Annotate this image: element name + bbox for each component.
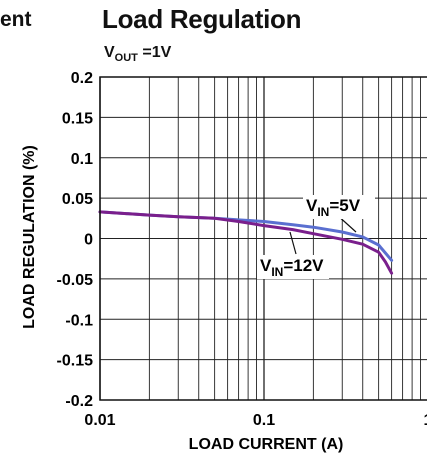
subtitle-base: V <box>104 44 115 61</box>
y-tick-label: 0.2 <box>71 70 93 87</box>
annotation-vin-5v: VIN=5V <box>306 196 361 219</box>
chart-title: Load Regulation <box>102 4 302 34</box>
x-tick-label: 0.01 <box>84 412 115 429</box>
series-line-vin-5v <box>98 210 394 262</box>
tick-labels: 0.2 0.15 0.1 0.05 0 -0.05 -0.1 -0.15 -0.2 0.01 0.1… <box>57 70 427 429</box>
y-tick-label: 0.15 <box>62 110 93 127</box>
y-tick-label: -0.2 <box>65 393 93 410</box>
chart-subtitle: VOUT =1V <box>104 44 171 64</box>
y-tick-label: -0.05 <box>57 272 94 289</box>
left-fragment-text: ent <box>0 8 32 31</box>
annotation-background <box>257 255 329 279</box>
y-tick-label: -0.1 <box>65 312 93 329</box>
annotation-vin-12v: VIN=12V <box>260 256 324 279</box>
y-tick-label: -0.15 <box>57 353 94 370</box>
y-tick-label: 0.05 <box>62 191 93 208</box>
series-lines <box>98 210 394 275</box>
series-line-vin-12v <box>98 210 394 275</box>
x-tick-label: 1 <box>424 412 427 429</box>
annotation-leader-line <box>289 231 297 255</box>
series-annotations: VIN=5V VIN=12V <box>257 195 375 279</box>
grid-lines <box>99 76 427 401</box>
x-tick-label: 0.1 <box>253 412 275 429</box>
y-tick-label: 0.1 <box>71 151 93 168</box>
subtitle-rest: =1V <box>137 44 172 61</box>
y-tick-label: 0 <box>84 232 93 249</box>
annotation-background <box>303 195 375 219</box>
subtitle-sub: OUT <box>114 52 138 65</box>
y-axis-label: LOAD REGULATION (%) <box>21 145 38 329</box>
plot-frame <box>99 76 427 401</box>
x-axis-label: LOAD CURRENT (A) <box>189 436 344 453</box>
